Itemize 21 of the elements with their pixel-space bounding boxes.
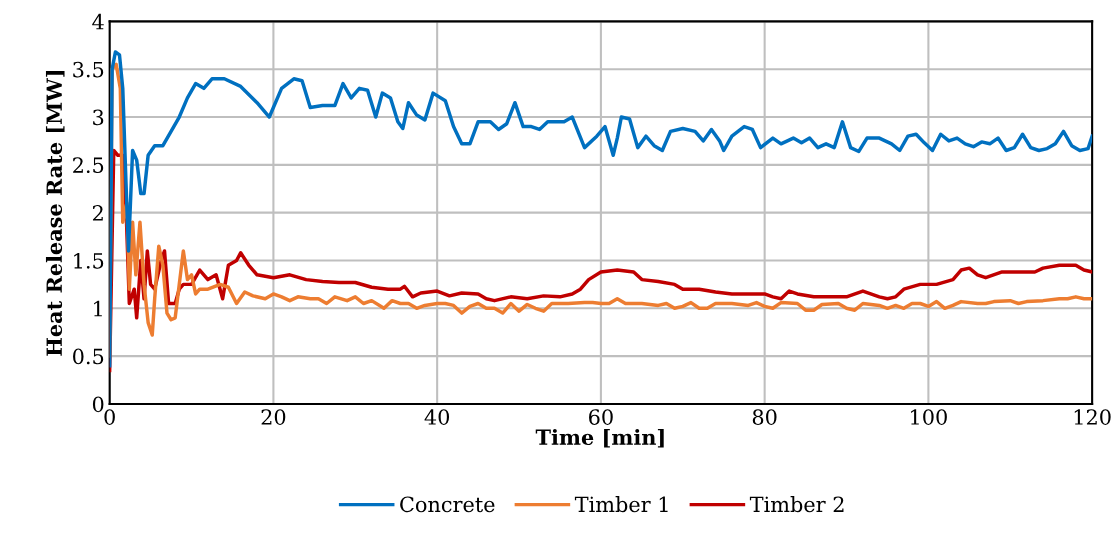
x-tick-label: 120 [1074,409,1111,425]
x-tick-label: 20 [261,409,286,425]
x-tick-label: 60 [589,409,613,425]
x-axis-title: Time [min] [535,428,664,448]
y-tick-label: 3 [93,109,104,126]
x-tick-label: 80 [752,409,777,425]
y-tick-label: 3.5 [73,61,104,78]
legend-label: Timber 2 [749,496,844,513]
legend-label: Concrete [400,496,495,513]
y-axis-title: Heat Release Rate [MW] [45,71,65,356]
x-tick-label: 100 [911,409,947,425]
y-tick-label: 1.5 [74,252,104,269]
y-tick-label: 0.5 [73,348,104,365]
y-tick-label: 2 [92,205,103,221]
x-tick-label: 40 [424,409,450,425]
legend-label: Timber 1 [574,496,668,513]
y-tick-label: 1 [94,300,102,317]
x-tick-label: 0 [104,409,115,425]
y-tick-label: 4 [92,13,104,30]
y-tick-label: 0 [92,396,104,413]
y-tick-label: 2.5 [73,157,104,174]
